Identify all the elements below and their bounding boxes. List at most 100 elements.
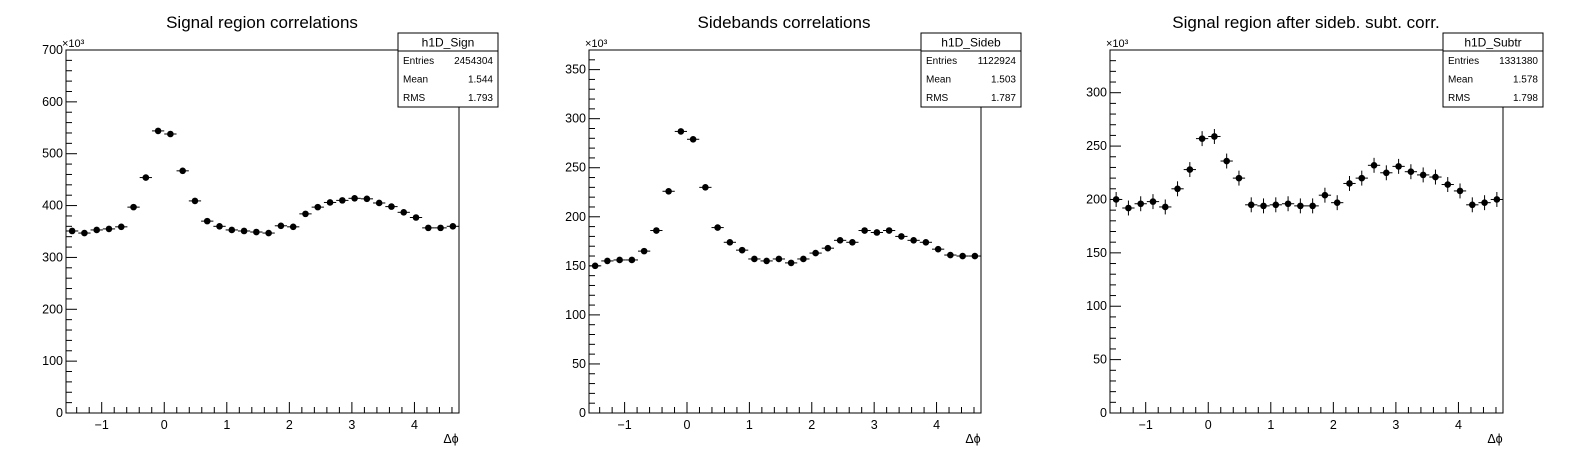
data-point [225,226,238,234]
x-tick-label: 2 [1330,418,1337,432]
stats-row-label: RMS [403,93,426,104]
data-point [1466,197,1479,213]
y-multiplier-label: ×10³ [1106,38,1129,50]
data-marker [824,244,832,252]
data-point [1392,158,1405,174]
stats-box-frame [397,32,499,108]
data-point [748,255,761,263]
y-tick-label: 300 [1086,86,1107,100]
data-marker [228,226,236,234]
data-point [1429,169,1442,185]
data-marker [677,128,685,135]
data-point [1110,191,1123,207]
data-marker [154,127,162,135]
data-marker [1297,202,1304,210]
data-point [1232,170,1246,186]
data-marker [812,249,819,257]
data-point [90,226,103,234]
data-marker [1149,198,1157,205]
data-marker [628,256,636,264]
data-marker [971,252,979,260]
stats-box-name: h1D_Subtr [1464,36,1521,50]
data-point [237,227,251,235]
data-marker [873,229,881,236]
y-tick-label: 400 [42,199,63,213]
data-marker [1223,157,1230,165]
data-marker [375,199,383,207]
data-marker [1198,135,1206,142]
stats-row-value: 2454304 [454,56,493,67]
data-point [870,229,883,236]
data-marker [265,229,272,237]
stats-box: h1D_Sign Entries 2454304 Mean 1.544 RMS 1.793 [397,32,499,108]
data-marker [400,209,408,216]
data-point [1355,170,1368,186]
data-marker [591,262,599,270]
data-point [944,251,957,259]
data-marker [81,229,88,237]
x-axis-label: Δϕ [1487,432,1502,446]
data-marker [1174,185,1181,193]
data-point [1367,157,1381,173]
data-marker [1358,174,1366,182]
data-marker [702,184,709,191]
x-tick-label: −1 [95,418,109,432]
data-marker [1211,133,1218,140]
data-point [919,238,932,246]
data-point [1159,199,1172,215]
stats-row-label: RMS [926,93,949,104]
x-tick-label: 2 [808,418,815,432]
data-point [699,184,712,191]
data-marker [388,203,395,210]
data-point [797,255,810,263]
data-point [1281,196,1295,212]
data-point [785,259,798,267]
data-marker [68,227,76,235]
y-multiplier-label: ×10³ [585,38,608,50]
data-marker [787,259,795,267]
data-marker [689,135,697,143]
x-tick-label: 4 [933,418,940,432]
data-point [1478,195,1491,211]
data-marker [1272,201,1280,209]
data-marker [1468,201,1476,209]
data-point [274,222,288,230]
data-marker [314,203,322,211]
data-point [760,257,773,265]
data-point [932,245,945,253]
data-point [1183,162,1196,178]
stats-row-label: Entries [1448,56,1479,67]
plot-frame [588,49,982,414]
data-point [1269,197,1282,213]
data-point [1146,194,1160,210]
y-tick-label: 100 [42,354,63,368]
data-point [78,229,91,237]
x-tick-label: 2 [286,418,293,432]
stats-row-value: 1.544 [468,75,493,86]
data-marker [849,238,856,246]
data-point [1134,196,1147,212]
data-point [638,247,651,255]
data-marker [616,256,623,264]
stats-box-frame [920,32,1022,108]
data-marker [714,224,721,231]
y-tick-label: 300 [565,112,586,126]
data-point [373,199,386,207]
y-tick-label: 350 [565,63,586,77]
data-point [287,223,300,231]
data-marker [836,237,844,244]
stats-row-value: 1.787 [991,93,1016,104]
data-marker [339,197,346,204]
data-marker [191,197,199,205]
data-marker [240,227,248,235]
y-tick-label: 300 [42,250,63,264]
data-point [723,238,736,246]
histogram-panel-2: Sidebands correlations 0 50 100 150 200 250 300… [565,13,1022,446]
data-point [687,135,700,143]
data-point [650,227,663,234]
data-marker [363,195,371,203]
x-tick-label: 3 [348,418,355,432]
chart-title: Sidebands correlations [698,13,871,32]
data-marker [105,225,113,233]
data-point [151,127,165,135]
